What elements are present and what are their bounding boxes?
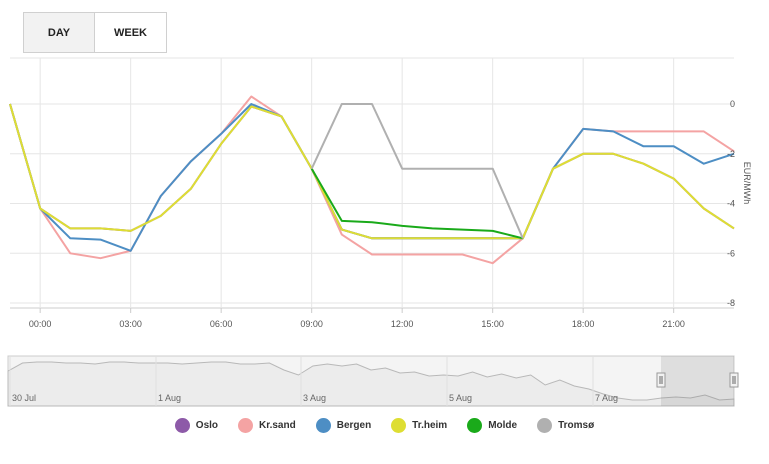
- series-line-troms-[interactable]: [310, 103, 524, 239]
- navigator-date-label: 3 Aug: [303, 393, 326, 403]
- legend-item-bergen[interactable]: Bergen: [315, 418, 372, 433]
- legend-color-swatch: [467, 418, 483, 433]
- chart-grid: [10, 57, 734, 313]
- y-tick-label: -6: [727, 248, 735, 258]
- legend-item-molde[interactable]: Molde: [467, 418, 517, 433]
- legend-label: Oslo: [195, 420, 219, 431]
- series-line-tr-heim[interactable]: [9, 103, 735, 240]
- legend-color-swatch: [391, 418, 407, 433]
- x-tick-label: 03:00: [119, 319, 142, 329]
- range-tabs: DAY WEEK: [23, 12, 167, 53]
- legend-label: Tr.heim: [412, 420, 448, 431]
- tab-day[interactable]: DAY: [23, 12, 95, 53]
- navigator-date-label: 30 Jul: [12, 393, 36, 403]
- y-tick-label: -8: [727, 298, 735, 308]
- chart-legend: Oslo Kr.sand Bergen Tr.heim Molde Tromsø: [0, 418, 769, 433]
- chart-series: [9, 95, 735, 265]
- x-tick-label: 00:00: [29, 319, 52, 329]
- series-line-molde[interactable]: [310, 168, 524, 240]
- navigator-selection[interactable]: [661, 356, 734, 406]
- chart-axes: 0 -2 -4 -6 -8 00:00 03:00 06:00 09:00 12:00 15:00 1…: [29, 99, 735, 329]
- legend-label: Kr.sand: [259, 420, 296, 431]
- x-tick-label: 12:00: [391, 319, 414, 329]
- legend-label: Molde: [488, 420, 518, 431]
- legend-item-oslo[interactable]: Oslo: [174, 418, 219, 433]
- navigator-handle-left[interactable]: [656, 372, 666, 388]
- navigator-date-label: 7 Aug: [595, 393, 618, 403]
- y-tick-label: 0: [730, 99, 735, 109]
- legend-color-swatch: [315, 418, 331, 433]
- tab-week[interactable]: WEEK: [95, 12, 167, 53]
- legend-item-tr-heim[interactable]: Tr.heim: [391, 418, 447, 433]
- x-tick-label: 09:00: [300, 319, 323, 329]
- series-line-bergen[interactable]: [9, 103, 735, 252]
- y-tick-label: -2: [727, 149, 735, 159]
- y-tick-label: -4: [727, 199, 735, 209]
- legend-label: Tromsø: [558, 420, 595, 431]
- x-tick-label: 06:00: [210, 319, 233, 329]
- legend-color-swatch: [174, 418, 190, 433]
- legend-color-swatch: [238, 418, 254, 433]
- y-axis-label: EUR/MWh: [742, 162, 752, 205]
- navigator-handle-right[interactable]: [729, 372, 739, 388]
- navigator-date-label: 1 Aug: [158, 393, 181, 403]
- x-tick-label: 18:00: [572, 319, 595, 329]
- legend-color-swatch: [537, 418, 553, 433]
- series-line-oslo[interactable]: [9, 103, 735, 240]
- navigator-date-label: 5 Aug: [449, 393, 472, 403]
- legend-item-kr-sand[interactable]: Kr.sand: [238, 418, 296, 433]
- x-tick-label: 21:00: [662, 319, 685, 329]
- navigator-series-area: [7, 361, 735, 407]
- x-tick-label: 15:00: [481, 319, 504, 329]
- navigator[interactable]: 30 Jul 1 Aug 3 Aug 5 Aug 7 Aug: [7, 355, 739, 407]
- legend-label: Bergen: [336, 420, 372, 431]
- legend-item-troms-[interactable]: Tromsø: [537, 418, 594, 433]
